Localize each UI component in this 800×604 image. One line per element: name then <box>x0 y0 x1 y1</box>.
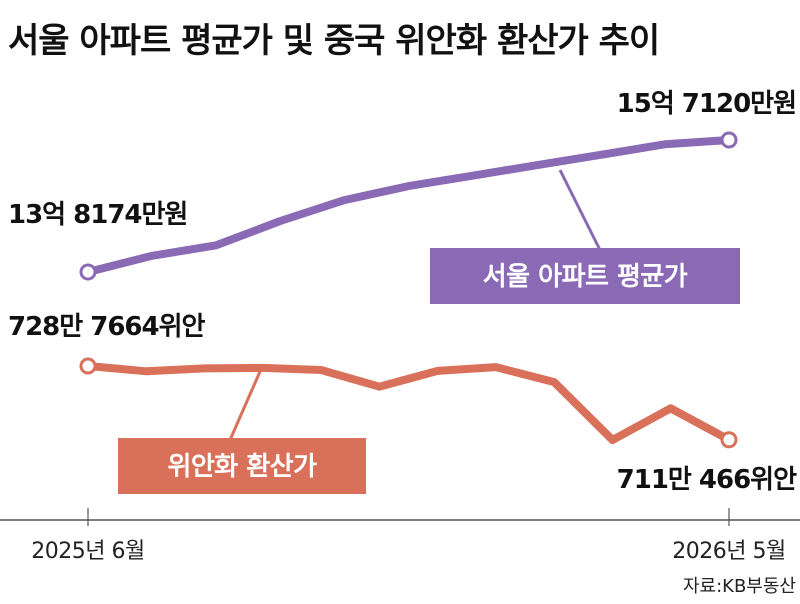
seoul-leader-line <box>558 169 602 251</box>
yuan-price-line <box>84 362 733 444</box>
yuan-start-point <box>79 357 97 375</box>
x-label-start: 2025년 6월 <box>31 539 144 564</box>
seoul-legend-box <box>430 248 740 304</box>
seoul-apartment-line <box>84 136 733 276</box>
yuan-legend-label: 위안화 환산가 <box>167 452 317 482</box>
seoul-end-label: 15억 7120만원 <box>617 89 796 119</box>
yuan-leader-line <box>228 366 264 441</box>
yuan-start-label: 728만 7664위안 <box>8 312 206 342</box>
yuan-end-label: 711만 466위안 <box>617 465 797 495</box>
seoul-start-label: 13억 8174만원 <box>8 200 187 230</box>
source-note: 자료:KB부동산 <box>683 576 796 597</box>
seoul-end-point <box>720 131 738 149</box>
yuan-end-point <box>720 431 738 449</box>
seoul-start-point <box>79 263 97 281</box>
yuan-legend-box <box>118 438 366 494</box>
chart-title: 서울 아파트 평균가 및 중국 위안화 환산가 추이 <box>8 21 659 61</box>
seoul-legend-label: 서울 아파트 평균가 <box>483 262 688 292</box>
x-label-end: 2026년 5월 <box>672 539 785 564</box>
